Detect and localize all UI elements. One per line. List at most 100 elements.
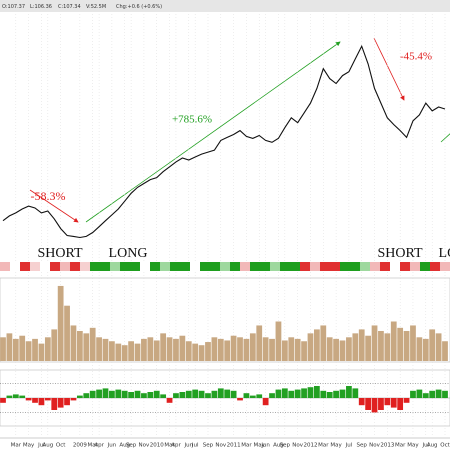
annotation: LONG	[109, 246, 148, 261]
volume-bar	[320, 325, 327, 361]
volume-bar	[83, 333, 90, 361]
x-tick-label: Mar	[11, 443, 22, 449]
volume-bar	[416, 337, 423, 361]
header-value: Chg:+0.6 (+0.6%)	[116, 4, 162, 10]
oscillator-bar	[12, 394, 19, 398]
volume-bar	[422, 338, 429, 361]
oscillator-bar	[160, 394, 167, 398]
oscillator-bar	[70, 398, 77, 401]
oscillator-bar	[25, 398, 32, 401]
oscillator-bar	[358, 398, 365, 406]
volume-bar	[288, 337, 295, 361]
volume-bar	[51, 329, 58, 361]
x-tick-label: Nov	[139, 443, 150, 449]
annotation: -45.4%	[400, 51, 432, 63]
volume-bar	[153, 340, 160, 361]
x-tick-label: Apr	[94, 443, 104, 449]
volume-bar	[147, 337, 154, 361]
volume-bar	[12, 338, 19, 361]
regime-segment	[370, 262, 381, 271]
oscillator-bar	[397, 398, 404, 410]
x-tick-label: Mar	[164, 443, 175, 449]
oscillator-bar	[435, 389, 442, 398]
x-tick-label: Mar	[395, 443, 406, 449]
oscillator-bar	[192, 389, 199, 398]
oscillator-bar	[153, 390, 160, 398]
x-tick-label: May	[407, 443, 419, 449]
x-tick-label: Oct	[56, 443, 66, 449]
regime-segment	[170, 262, 181, 271]
regime-segment	[410, 262, 421, 271]
regime-segment	[200, 262, 211, 271]
regime-segment	[60, 262, 71, 271]
volume-bar	[230, 335, 237, 361]
regime-segment	[320, 262, 331, 271]
volume-bar	[141, 338, 147, 361]
header-value: V:52.5M	[86, 4, 106, 10]
volume-bar	[70, 325, 77, 361]
volume-bar	[211, 337, 218, 361]
oscillator-bar	[256, 394, 263, 398]
volume-bar	[185, 341, 192, 361]
regime-segment	[230, 262, 241, 271]
regime-segment	[210, 262, 221, 271]
volume-bar	[160, 333, 167, 361]
oscillator-bar	[314, 386, 320, 398]
header-bar	[0, 0, 450, 12]
volume-bar	[333, 338, 339, 361]
regime-segment	[260, 262, 271, 271]
oscillator-bar	[44, 398, 51, 401]
regime-segment	[440, 262, 450, 271]
oscillator-bar	[288, 390, 295, 398]
volume-bar	[121, 345, 128, 361]
x-tick-label: Aug	[427, 443, 438, 449]
regime-segment	[310, 262, 321, 271]
regime-segment	[40, 262, 51, 271]
oscillator-bar	[346, 386, 352, 398]
volume-bar	[301, 341, 307, 361]
volume-bar	[19, 335, 26, 361]
regime-segment	[360, 262, 371, 271]
volume-bar	[128, 341, 134, 361]
regime-segment	[90, 262, 101, 271]
regime-segment	[420, 262, 431, 271]
x-tick-label: May	[330, 443, 342, 449]
annotation: -58.3%	[31, 189, 66, 203]
oscillator-bar	[109, 390, 115, 398]
oscillator-bar	[102, 388, 109, 398]
regime-segment	[120, 262, 131, 271]
x-tick-label: 2010	[150, 443, 164, 449]
oscillator-bar	[371, 398, 378, 413]
oscillator-bar	[115, 389, 122, 398]
x-tick-label: Jul	[345, 443, 353, 449]
oscillator-bar	[333, 390, 339, 398]
volume-bar	[384, 333, 391, 361]
x-tick-label: Oct	[440, 443, 450, 449]
x-tick-label: Mar	[87, 443, 98, 449]
oscillator-bar	[38, 398, 45, 406]
x-tick-label: Jun	[260, 443, 270, 449]
volume-bar	[44, 337, 51, 361]
volume-bar	[390, 321, 397, 361]
oscillator-bar	[32, 398, 38, 403]
oscillator-bar	[429, 390, 436, 398]
x-tick-label: Jul	[37, 443, 45, 449]
volume-bar	[6, 333, 13, 361]
x-tick-label: Nov	[369, 443, 380, 449]
oscillator-bar	[141, 393, 147, 398]
regime-segment	[380, 262, 391, 271]
x-tick-label: Sep	[126, 443, 137, 449]
volume-bar	[76, 330, 83, 361]
volume-bar	[262, 337, 269, 361]
oscillator-bar	[134, 390, 141, 398]
regime-segment	[140, 262, 151, 271]
oscillator-bar	[275, 389, 282, 398]
volume-bar	[339, 340, 346, 361]
x-tick-label: Sep	[203, 443, 214, 449]
header-value: O:107.37	[2, 4, 25, 10]
regime-segment	[80, 262, 91, 271]
volume-bar	[269, 338, 275, 361]
oscillator-bar	[237, 398, 243, 401]
regime-segment	[270, 262, 281, 271]
